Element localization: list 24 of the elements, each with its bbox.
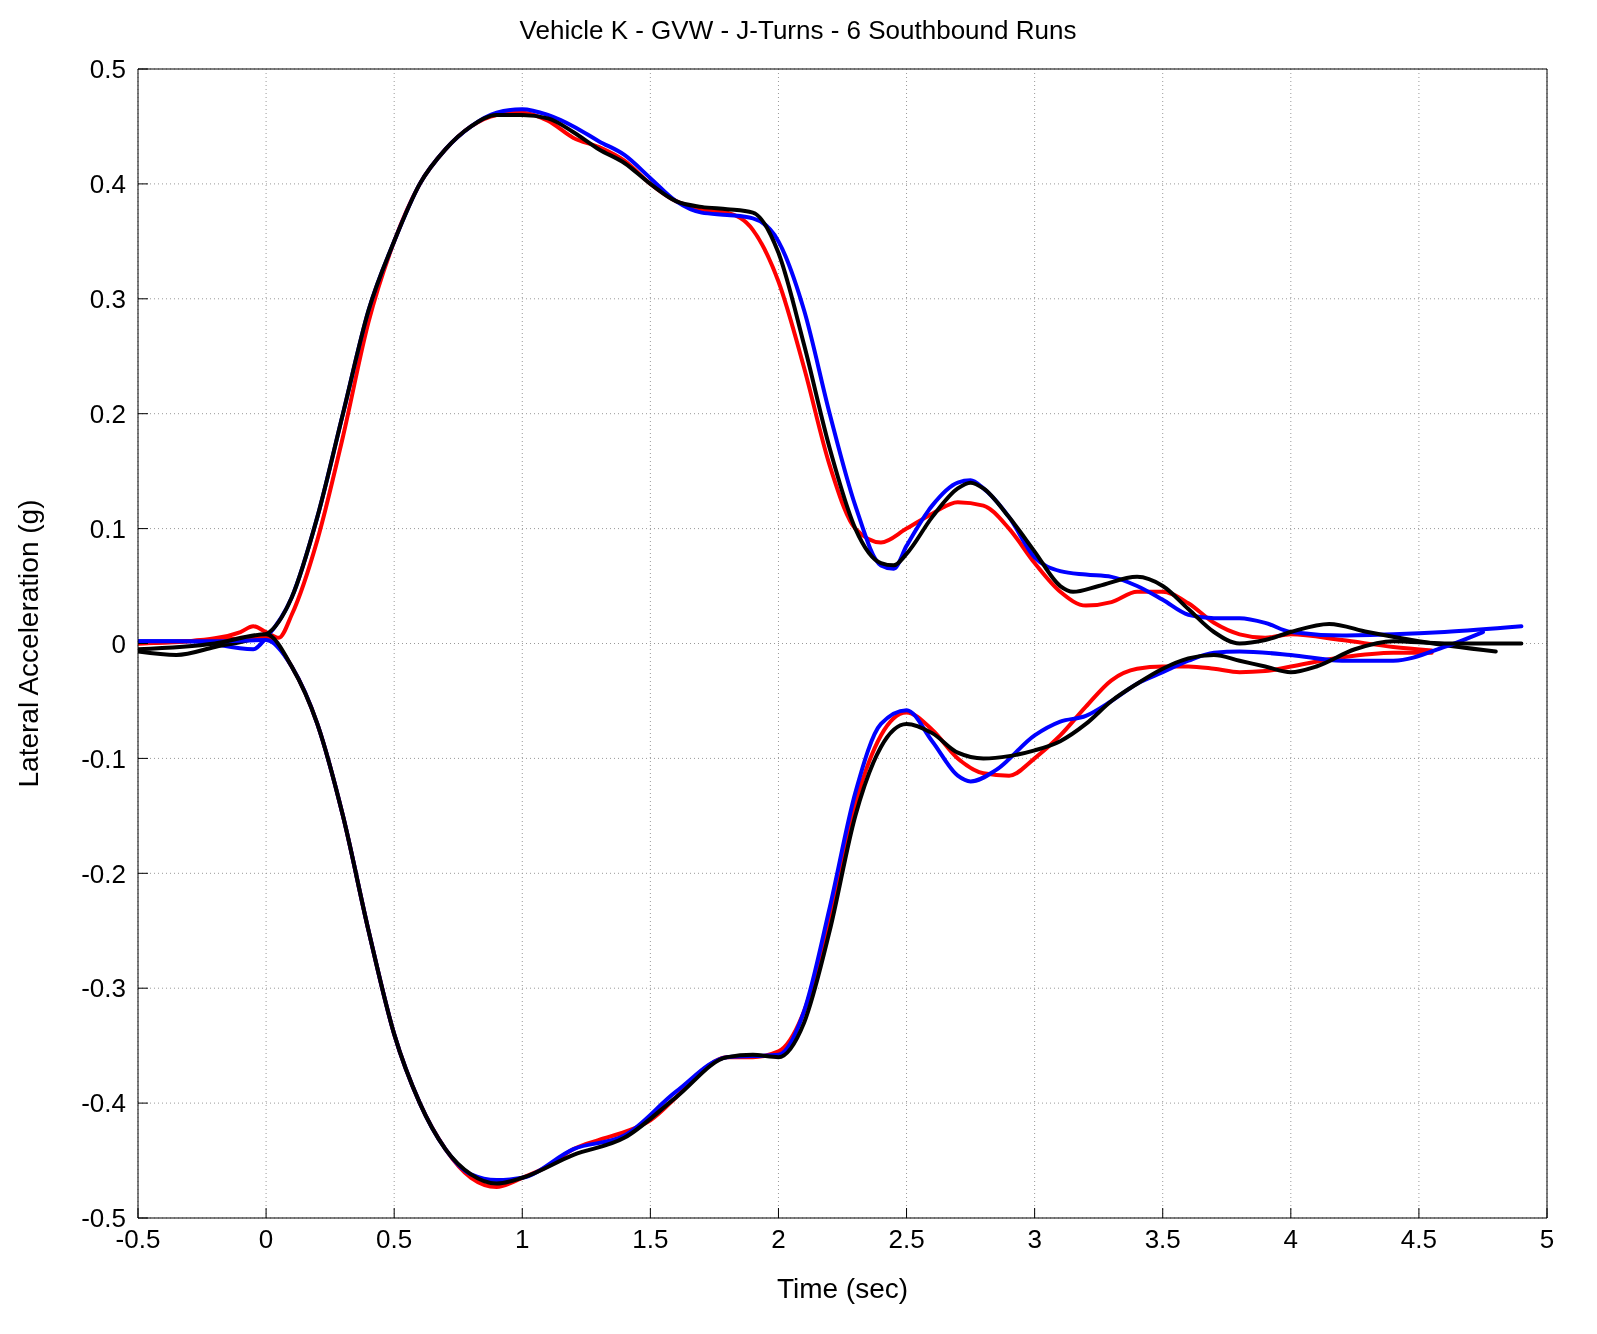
y-tick-label: 0.4 — [89, 169, 126, 200]
x-tick-label: 2.5 — [888, 1224, 925, 1255]
y-tick-label: -0.3 — [81, 973, 126, 1004]
chart-title: Vehicle K - GVW - J-Turns - 6 Southbound Runs — [518, 14, 1078, 47]
y-tick-label: -0.2 — [81, 858, 126, 889]
x-tick-label: 1 — [515, 1224, 530, 1255]
y-tick-label: -0.4 — [81, 1088, 126, 1119]
x-tick-label: 0 — [258, 1224, 274, 1255]
y-tick-label: 0.5 — [89, 54, 126, 85]
y-tick-label: 0.3 — [89, 284, 126, 315]
y-axis-title: Lateral Acceleration (g) — [12, 499, 44, 788]
y-tick-label: 0.2 — [89, 398, 126, 429]
x-tick-label: 3.5 — [1144, 1224, 1181, 1255]
x-tick-label: 3 — [1027, 1224, 1042, 1255]
x-tick-label: 0.5 — [376, 1224, 413, 1255]
x-tick-label: 5 — [1539, 1224, 1555, 1255]
x-tick-label: 4 — [1283, 1224, 1299, 1255]
x-tick-label: 2 — [771, 1224, 786, 1255]
y-tick-label: 0.1 — [89, 513, 126, 544]
x-tick-label: 4.5 — [1400, 1224, 1437, 1255]
x-axis-title: Time (sec) — [776, 1273, 909, 1304]
x-tick-label: 1.5 — [632, 1224, 669, 1255]
y-tick-label: -0.1 — [81, 743, 126, 774]
y-tick-label: 0 — [111, 628, 126, 659]
